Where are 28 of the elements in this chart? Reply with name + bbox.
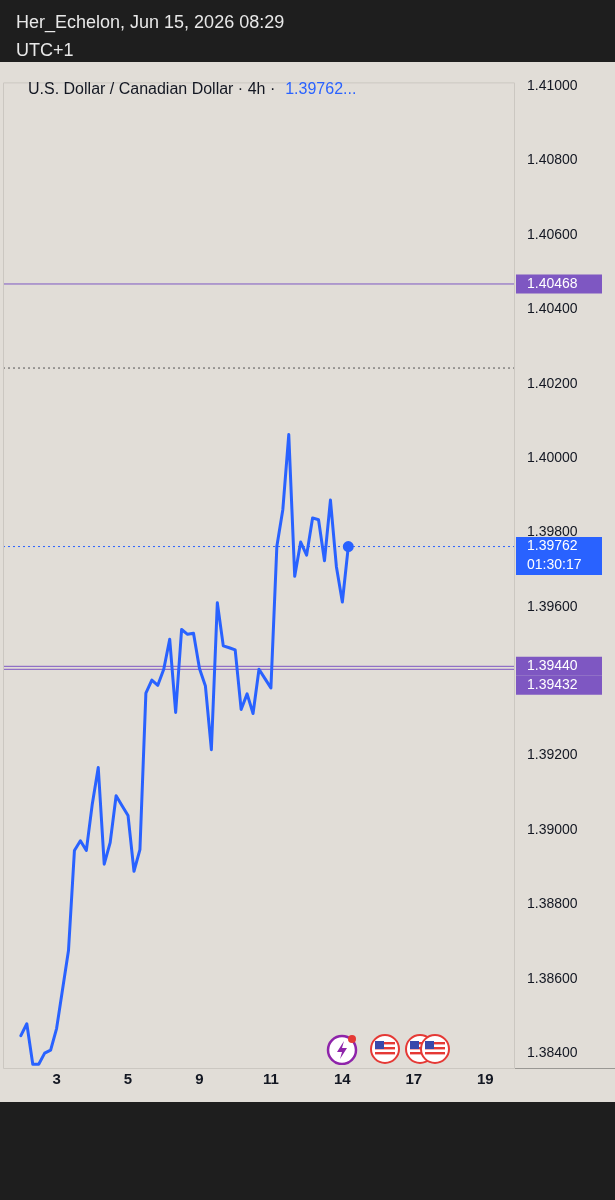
chart-title: Her_Echelon, Jun 15, 2026 08:29 UTC+1 <box>16 11 286 62</box>
y-tick-label: 1.40200 <box>527 374 578 391</box>
annotation: 1.39762... <box>285 80 357 98</box>
x-tick-label: 3 <box>52 1070 61 1088</box>
y-tick-label: 1.39800 <box>527 523 578 540</box>
ref-line-label: 1.39762 <box>527 537 578 554</box>
y-tick-label: 1.40000 <box>527 448 578 465</box>
y-tick-label: 1.38400 <box>527 1043 578 1060</box>
y-tick-label: 1.38800 <box>527 895 578 912</box>
ref-line-label: 1.39432 <box>527 676 578 693</box>
x-tick-label: 9 <box>195 1070 204 1088</box>
ref-line-label: 1.39440 <box>527 657 578 674</box>
x-tick-label: 5 <box>123 1070 133 1088</box>
y-tick-label: 1.39200 <box>527 746 578 763</box>
y-tick-label: 1.39600 <box>527 597 578 614</box>
x-tick-label: 19 <box>476 1070 494 1088</box>
y-tick-label: 1.40800 <box>527 151 578 168</box>
x-tick-label: 11 <box>262 1070 279 1088</box>
y-tick-label: 1.40600 <box>527 225 578 242</box>
chart-subtitle: U.S. Dollar / Canadian Dollar · 4h · <box>28 80 276 98</box>
y-tick-label: 1.40400 <box>527 300 578 317</box>
ref-line-label: 1.40468 <box>527 274 578 291</box>
text: 01:30:17 <box>527 556 582 573</box>
x-tick-label: 17 <box>405 1070 423 1088</box>
x-tick-label: 14 <box>334 1070 352 1088</box>
y-tick-label: 1.41000 <box>527 76 578 93</box>
y-tick-label: 1.38600 <box>527 969 578 986</box>
y-tick-label: 1.39000 <box>527 820 578 837</box>
